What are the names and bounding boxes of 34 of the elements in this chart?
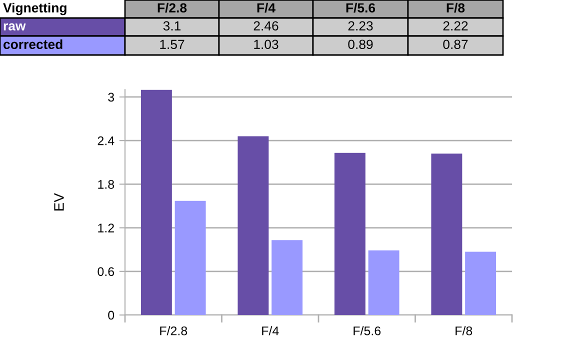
bar — [174, 200, 206, 315]
y-tick-label: 1.8 — [98, 180, 114, 189]
y-tick-label: 3 — [108, 92, 114, 102]
y-tick-label: 0 — [108, 310, 114, 320]
x-tick-label: F/4 — [262, 326, 279, 336]
data-label: 2.22 — [443, 21, 468, 30]
category-label: F/8 — [446, 2, 465, 13]
x-tick-label: F/5.6 — [354, 326, 381, 336]
x-tick-label: F/8 — [456, 326, 472, 336]
bar — [431, 154, 462, 315]
y-tick-label: 0.6 — [98, 267, 114, 276]
data-label: 2.23 — [348, 21, 373, 31]
y-axis-title: EV — [54, 193, 64, 210]
data-label: 3.1 — [163, 21, 181, 31]
text: raw — [4, 23, 26, 31]
bar — [140, 90, 172, 315]
text: corrected — [4, 39, 62, 50]
bar — [465, 252, 496, 315]
category-label: F/2.8 — [158, 2, 187, 13]
category-label: F/5.6 — [346, 2, 376, 13]
y-tick-label: 1.2 — [98, 224, 114, 232]
data-label: 0.89 — [348, 40, 373, 50]
bar — [272, 240, 303, 315]
bar — [334, 152, 366, 315]
data-label: 1.03 — [254, 40, 278, 50]
category-label: F/4 — [257, 2, 276, 13]
x-tick-label: F/2.8 — [160, 326, 188, 336]
data-label: 2.46 — [254, 21, 278, 31]
chart-title: Vignetting — [3, 2, 66, 16]
data-label: 0.87 — [443, 40, 468, 50]
data-label: 1.57 — [160, 40, 184, 50]
bar — [238, 136, 269, 315]
y-tick-label: 2.4 — [98, 136, 114, 146]
bar — [368, 250, 400, 315]
